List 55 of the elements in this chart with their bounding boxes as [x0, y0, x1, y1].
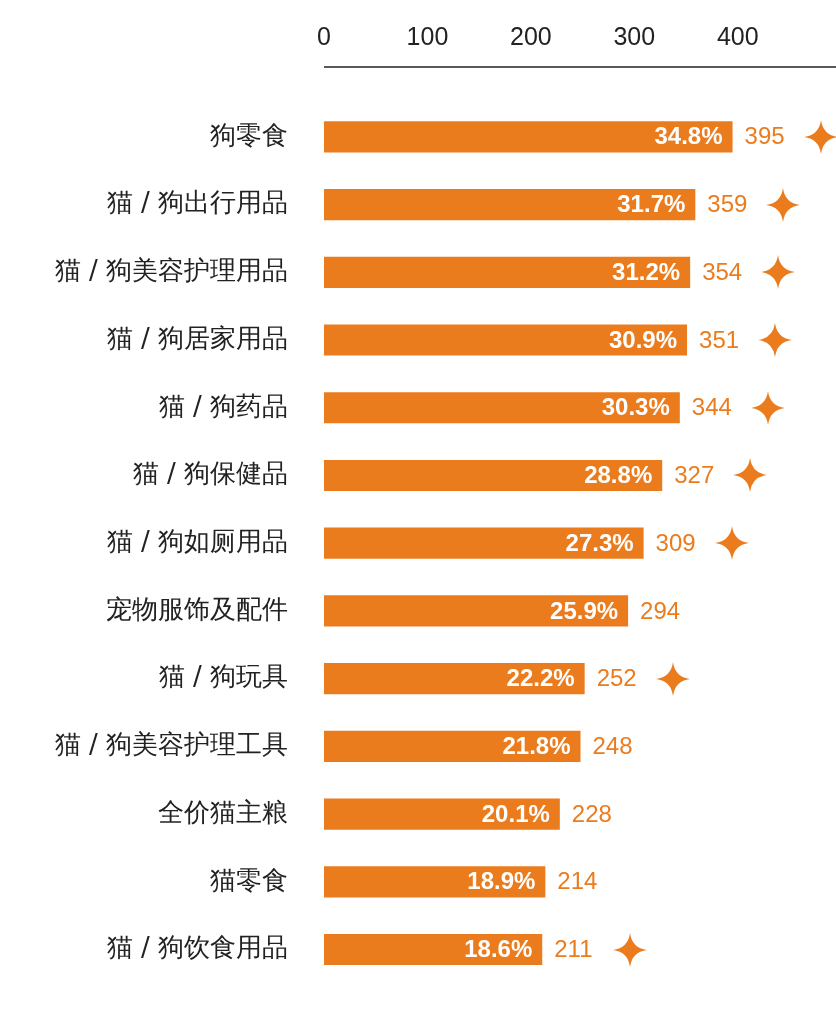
- annotation: 30.9%: [608, 325, 678, 353]
- annotation: 31.2%: [612, 257, 681, 285]
- annotation: 20.1%: [481, 799, 550, 827]
- y-tick-label: 狗零食: [210, 119, 288, 150]
- y-tick-label: 宠物服饰及配件: [106, 593, 288, 624]
- y-tick-label: 猫 / 狗居家用品: [106, 322, 288, 353]
- data-label: 294: [640, 596, 681, 624]
- bar: [324, 459, 663, 492]
- bar: [324, 189, 696, 221]
- data-label: 395: [744, 122, 785, 150]
- data-label: 309: [655, 528, 696, 556]
- x-tick-label: 200: [510, 21, 552, 50]
- y-tick-label: 猫 / 狗如厕用品: [106, 525, 288, 556]
- bar: [324, 392, 680, 424]
- data-label: 344: [691, 393, 732, 421]
- bar: [324, 595, 629, 627]
- y-tick-label: 全价猫主粮: [158, 796, 288, 827]
- y-tick-label: 猫 / 狗饮食用品: [106, 932, 288, 963]
- bar: [324, 121, 733, 153]
- data-label: 228: [571, 799, 612, 827]
- x-tick-label: 100: [406, 21, 449, 50]
- y-tick-label: 猫 / 狗玩具: [158, 661, 288, 692]
- annotation: 22.2%: [506, 664, 575, 692]
- y-tick-label: 猫 / 狗出行用品: [106, 187, 288, 218]
- data-label: 248: [592, 731, 633, 759]
- y-tick-label: 猫零食: [210, 864, 288, 895]
- annotation: 18.9%: [467, 867, 536, 895]
- annotation: 18.6%: [464, 935, 533, 963]
- y-tick-label: 猫 / 狗美容护理工具: [54, 729, 288, 760]
- y-tick-label: 猫 / 狗保健品: [132, 458, 288, 489]
- data-label: 214: [557, 867, 598, 895]
- bar: [324, 527, 644, 559]
- data-label: 359: [707, 190, 748, 218]
- data-label: 211: [554, 935, 593, 963]
- annotation: 25.9%: [550, 596, 619, 624]
- x-tick-label: 300: [613, 21, 656, 50]
- annotation: 31.7%: [617, 190, 686, 218]
- y-tick-label: 猫 / 狗美容护理用品: [54, 255, 288, 286]
- y-tick-label: 猫 / 狗药品: [158, 390, 288, 421]
- data-label: 354: [702, 257, 743, 285]
- annotation: 21.8%: [502, 731, 571, 759]
- data-label: 252: [596, 664, 637, 692]
- annotation: 27.3%: [565, 528, 634, 556]
- annotation: 30.3%: [601, 393, 670, 421]
- x-tick-label: 400: [716, 21, 759, 50]
- bar: [324, 256, 691, 288]
- bar: [324, 798, 560, 830]
- bar: [324, 663, 585, 695]
- annotation: 34.8%: [654, 122, 723, 150]
- annotation: 28.8%: [584, 461, 653, 489]
- data-label: 351: [699, 325, 740, 353]
- data-label: 327: [674, 461, 715, 489]
- x-tick-label: 0: [317, 21, 331, 50]
- bar: [324, 324, 688, 356]
- bar: [324, 730, 581, 762]
